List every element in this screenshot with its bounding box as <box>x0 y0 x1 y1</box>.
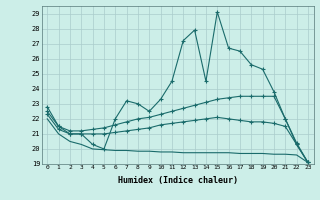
X-axis label: Humidex (Indice chaleur): Humidex (Indice chaleur) <box>118 176 237 185</box>
